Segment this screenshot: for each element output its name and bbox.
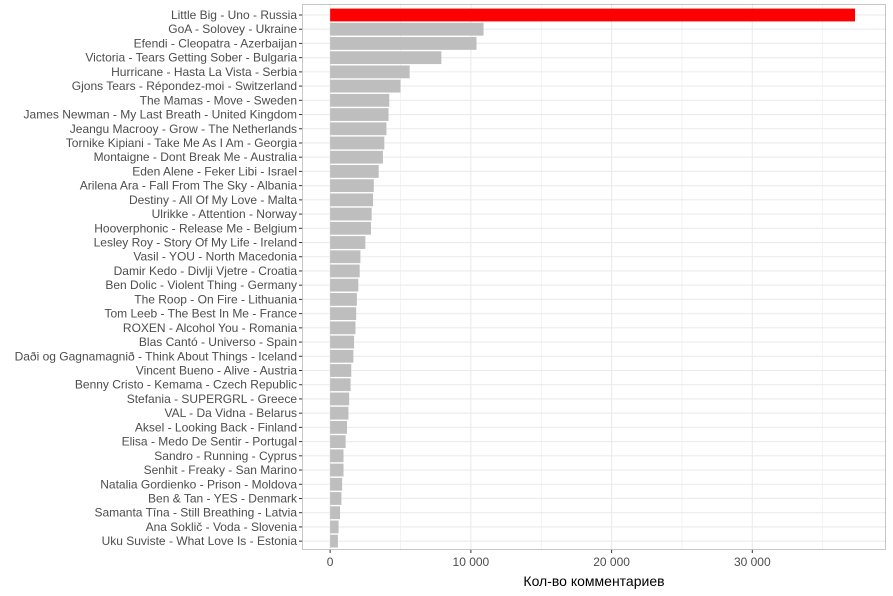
bars [330, 8, 856, 548]
bar [330, 278, 359, 292]
bar [330, 406, 349, 420]
y-tick-label: GoA - Solovey - Ukraine [168, 22, 297, 36]
bar [330, 463, 344, 477]
bar [330, 335, 355, 349]
y-tick-label: Sandro - Running - Cyprus [154, 449, 297, 463]
x-tick-label: 30 000 [734, 555, 771, 569]
bar [330, 420, 348, 434]
y-tick-label: Little Big - Uno - Russia [171, 8, 297, 22]
bar [330, 364, 352, 377]
y-tick-label: Lesley Roy - Story Of My Life - Ireland [94, 236, 297, 250]
bar [330, 165, 379, 178]
y-tick-label: Hooverphonic - Release Me - Belgium [94, 221, 297, 235]
y-tick-label: Elisa - Medo De Sentir - Portugal [122, 435, 297, 449]
y-tick-label: ROXEN - Alcohol You - Romania [123, 321, 297, 335]
bar [330, 477, 343, 491]
bar [330, 264, 360, 278]
y-tick-label: The Roop - On Fire - Lithuania [134, 292, 297, 306]
bar [330, 534, 338, 548]
y-tick-label: Vasil - YOU - North Macedonia [133, 250, 297, 264]
bar [330, 108, 389, 121]
bar [330, 250, 361, 264]
x-tick-label: 0 [327, 555, 334, 569]
y-tick-label: Benny Cristo - Kemama - Czech Republic [75, 378, 297, 392]
x-tick-label: 10 000 [453, 555, 490, 569]
y-tick-label: Ulrikke - Attention - Norway [152, 207, 297, 221]
y-tick-label: Arilena Ara - Fall From The Sky - Albani… [80, 179, 298, 193]
y-tick-label: The Mamas - Move - Sweden [140, 93, 297, 107]
y-tick-label: Efendi - Cleopatra - Azerbaijan [134, 36, 297, 50]
y-tick-label: Ana Soklič - Voda - Slovenia [146, 520, 298, 534]
bar [330, 150, 383, 164]
y-tick-label: VAL - Da Vidna - Belarus [164, 406, 297, 420]
bar [330, 307, 357, 321]
bar [330, 221, 371, 235]
panel-border [302, 4, 886, 550]
y-tick-label: Blas Cantó - Universo - Spain [139, 335, 297, 349]
bar [330, 79, 401, 93]
y-tick-label: Vincent Bueno - Alive - Austria [136, 364, 298, 378]
bar [330, 506, 340, 520]
bar [330, 236, 366, 249]
y-tick-label: Gjons Tears - Répondez-moi - Switzerland [72, 79, 297, 93]
x-axis-title: Кол-во комментариев [523, 573, 664, 589]
y-tick-label: Stefania - SUPERGRL - Greece [127, 392, 298, 406]
y-tick-label: Eden Alene - Feker Libi - Israel [132, 164, 297, 178]
y-tick-label: Daði og Gagnamagnið - Think About Things… [15, 349, 297, 363]
bar [330, 492, 342, 505]
y-tick-label: Ben & Tan - YES - Denmark [148, 491, 298, 505]
bar [330, 122, 387, 136]
bar [330, 349, 354, 363]
bar [330, 51, 442, 65]
y-tick-label: Damir Kedo - Divlji Vjetre - Croatia [114, 264, 298, 278]
y-tick-label: Destiny - All Of My Love - Malta [129, 193, 297, 207]
y-tick-label: Aksel - Looking Back - Finland [135, 420, 297, 434]
y-tick-label: Ben Dolic - Violent Thing - Germany [105, 278, 297, 292]
y-tick-label: Natalia Gordienko - Prison - Moldova [100, 477, 297, 491]
y-tick-label: Victoria - Tears Getting Sober - Bulgari… [85, 51, 297, 65]
y-tick-label: Jeangu Macrooy - Grow - The Netherlands [70, 122, 297, 136]
y-tick-label: Uku Suviste - What Love Is - Estonia [102, 534, 298, 548]
x-axis-ticks: 0 10 000 20 000 30 000 [327, 550, 771, 569]
bar [330, 37, 477, 50]
x-tick-label: 20 000 [593, 555, 630, 569]
bar [330, 93, 390, 107]
bar [330, 193, 374, 207]
bar [330, 179, 374, 193]
y-tick-label: Senhit - Freaky - San Marino [144, 463, 298, 477]
y-tick-label: Tornike Kipiani - Take Me As I Am - Geor… [66, 136, 298, 150]
bar [330, 136, 385, 150]
y-tick-label: Montaigne - Dont Break Me - Australia [94, 150, 298, 164]
bar [330, 207, 372, 221]
y-tick-label: Tom Leeb - The Best In Me - France [104, 307, 297, 321]
y-tick-label: James Newman - My Last Breath - United K… [24, 108, 297, 122]
bar [330, 293, 357, 306]
bar [330, 449, 344, 463]
bar [330, 22, 484, 36]
bar [330, 378, 351, 392]
bar [330, 65, 410, 79]
bar [330, 520, 339, 534]
y-tick-label: Samanta Tīna - Still Breathing - Latvia [94, 506, 297, 520]
bar [330, 321, 356, 335]
bar [330, 8, 856, 22]
bar [330, 392, 350, 406]
bar [330, 435, 346, 448]
y-tick-label: Hurricane - Hasta La Vista - Serbia [111, 65, 297, 79]
